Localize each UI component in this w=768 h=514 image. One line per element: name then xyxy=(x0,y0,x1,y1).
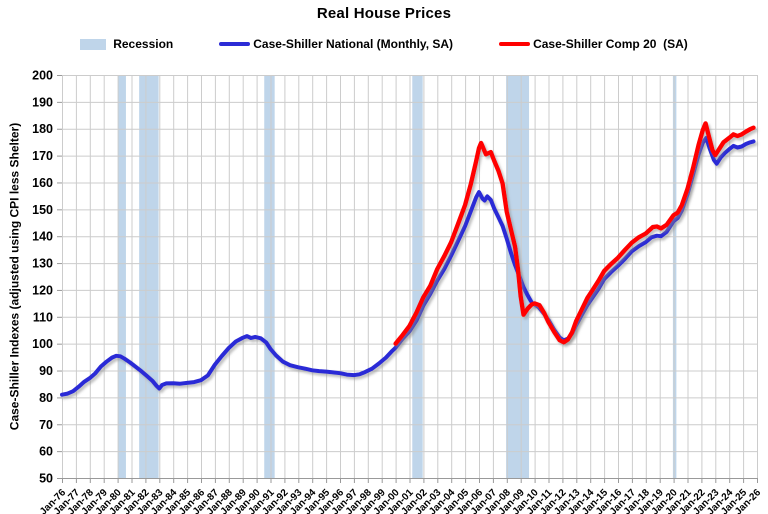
legend-item-recession: Recession xyxy=(80,37,173,51)
national-line-swatch xyxy=(219,41,251,47)
national-series-line xyxy=(60,135,756,397)
y-tick-label: 100 xyxy=(32,337,53,351)
x-tick-labels: Jan-76Jan-77Jan-78Jan-79Jan-80Jan-81Jan-… xyxy=(38,487,763,514)
legend-label-recession: Recession xyxy=(113,37,174,51)
y-tick-label: 180 xyxy=(32,122,53,136)
recession-band xyxy=(264,75,275,478)
comp20-line-swatch xyxy=(499,41,531,47)
y-tick-label: 190 xyxy=(32,95,53,109)
recession-bands xyxy=(118,75,677,478)
legend: Recession Case-Shiller National (Monthly… xyxy=(0,37,768,51)
recession-band xyxy=(672,75,677,478)
y-tick-label: 120 xyxy=(32,283,53,297)
legend-label-national: Case-Shiller National (Monthly, SA) xyxy=(253,37,454,51)
y-tick-label: 70 xyxy=(39,418,53,432)
y-tick-label: 200 xyxy=(32,69,53,83)
recession-swatch xyxy=(80,38,107,50)
y-tick-labels: 50 60 70 80 90 100 110 120 130 140 150 160 170 180 190… xyxy=(32,69,53,486)
y-tick-label: 150 xyxy=(32,203,53,217)
y-tick-label: 110 xyxy=(33,310,53,324)
legend-item-national: Case-Shiller National (Monthly, SA) xyxy=(219,37,453,51)
chart-title: Real House Prices xyxy=(316,5,452,22)
y-tick-label: 160 xyxy=(32,176,53,190)
recession-band xyxy=(412,75,423,478)
y-tick-label: 90 xyxy=(39,364,53,378)
y-tick-label: 140 xyxy=(32,230,53,244)
y-tick-label: 130 xyxy=(32,257,53,271)
y-tick-label: 170 xyxy=(32,149,53,163)
comp20-series-line xyxy=(393,121,756,346)
y-tick-label: 60 xyxy=(39,445,53,459)
recession-band xyxy=(118,75,126,478)
gridlines xyxy=(62,75,758,479)
y-tick-label: 50 xyxy=(39,472,53,486)
legend-item-comp20: Case-Shiller Comp 20 (SA) xyxy=(499,37,688,51)
y-tick-label: 80 xyxy=(39,391,53,405)
recession-band xyxy=(139,75,159,478)
axis-ticks xyxy=(57,75,758,483)
legend-label-comp20: Case-Shiller Comp 20 (SA) xyxy=(533,37,688,51)
